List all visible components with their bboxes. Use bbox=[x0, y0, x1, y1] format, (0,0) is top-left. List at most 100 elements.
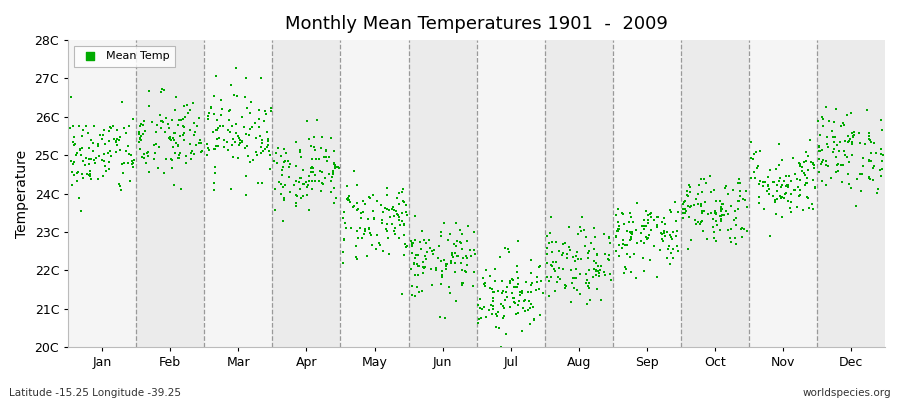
Point bbox=[171, 142, 185, 148]
Point bbox=[822, 118, 836, 124]
Point bbox=[513, 291, 527, 298]
Point bbox=[710, 222, 724, 228]
Point bbox=[496, 305, 510, 311]
Point bbox=[628, 274, 643, 281]
Point bbox=[664, 250, 679, 256]
Point bbox=[176, 124, 191, 130]
Point bbox=[666, 228, 680, 235]
Point bbox=[317, 154, 331, 160]
Point bbox=[387, 213, 401, 219]
Point bbox=[405, 242, 419, 248]
Point bbox=[254, 150, 268, 156]
Point bbox=[830, 142, 844, 148]
Point bbox=[86, 140, 100, 147]
Bar bbox=[680, 40, 749, 347]
Point bbox=[119, 148, 133, 155]
Point bbox=[126, 160, 140, 166]
Point bbox=[82, 145, 96, 151]
Point bbox=[828, 134, 842, 140]
Point bbox=[748, 175, 762, 182]
Point bbox=[768, 197, 782, 204]
Point bbox=[461, 223, 475, 229]
Point bbox=[105, 123, 120, 129]
Point bbox=[472, 316, 486, 322]
Point bbox=[549, 259, 563, 265]
Point bbox=[815, 157, 830, 163]
Point bbox=[616, 211, 630, 217]
Point bbox=[158, 170, 172, 176]
Point bbox=[584, 240, 598, 247]
Point bbox=[112, 182, 127, 189]
Point bbox=[800, 152, 814, 159]
Point bbox=[275, 164, 290, 170]
Point bbox=[544, 230, 558, 236]
Point bbox=[704, 189, 718, 195]
Point bbox=[774, 184, 788, 191]
Point bbox=[851, 130, 866, 136]
Point bbox=[305, 177, 320, 184]
Point bbox=[803, 137, 817, 143]
Point bbox=[215, 123, 230, 129]
Point bbox=[551, 274, 565, 280]
Point bbox=[447, 241, 462, 247]
Point bbox=[863, 137, 878, 144]
Point bbox=[133, 121, 148, 127]
Point bbox=[331, 164, 346, 170]
Point bbox=[75, 208, 89, 214]
Point bbox=[467, 269, 482, 275]
Point bbox=[682, 214, 697, 220]
Point bbox=[641, 234, 655, 241]
Point bbox=[706, 187, 721, 193]
Point bbox=[682, 182, 697, 188]
Point bbox=[173, 150, 187, 157]
Point bbox=[112, 181, 127, 187]
Point bbox=[624, 214, 638, 220]
Point bbox=[375, 248, 390, 254]
Point bbox=[82, 172, 96, 178]
Point bbox=[795, 164, 809, 170]
Point bbox=[843, 110, 858, 116]
Point bbox=[624, 268, 638, 275]
Point bbox=[204, 105, 219, 112]
Point bbox=[788, 186, 802, 193]
Point bbox=[797, 172, 812, 178]
Point bbox=[177, 103, 192, 109]
Point bbox=[259, 111, 274, 117]
Point bbox=[681, 245, 696, 252]
Point bbox=[852, 140, 867, 146]
Point bbox=[313, 188, 328, 194]
Point bbox=[112, 147, 127, 154]
Point bbox=[431, 254, 446, 261]
Point bbox=[875, 166, 889, 172]
Point bbox=[552, 248, 566, 254]
Point bbox=[658, 232, 672, 239]
Point bbox=[688, 216, 702, 223]
Point bbox=[217, 136, 231, 143]
Point bbox=[366, 215, 381, 221]
Point bbox=[842, 138, 856, 144]
Point bbox=[826, 134, 841, 140]
Point bbox=[626, 218, 640, 225]
Point bbox=[555, 266, 570, 272]
Point bbox=[165, 164, 179, 171]
Point bbox=[68, 134, 82, 140]
Point bbox=[610, 226, 625, 232]
Point bbox=[463, 247, 477, 253]
Point bbox=[374, 202, 388, 208]
Point bbox=[308, 172, 322, 179]
Point bbox=[510, 262, 525, 269]
Point bbox=[653, 247, 668, 254]
Point bbox=[716, 201, 731, 207]
Point bbox=[365, 241, 380, 248]
Point bbox=[86, 156, 101, 163]
Point bbox=[64, 157, 78, 164]
Point bbox=[866, 177, 880, 183]
Point bbox=[588, 234, 602, 240]
Point bbox=[866, 165, 880, 172]
Point bbox=[184, 156, 198, 162]
Point bbox=[188, 128, 202, 135]
Point bbox=[611, 206, 625, 212]
Point bbox=[416, 264, 430, 270]
Point bbox=[677, 199, 691, 206]
Point bbox=[721, 191, 735, 197]
